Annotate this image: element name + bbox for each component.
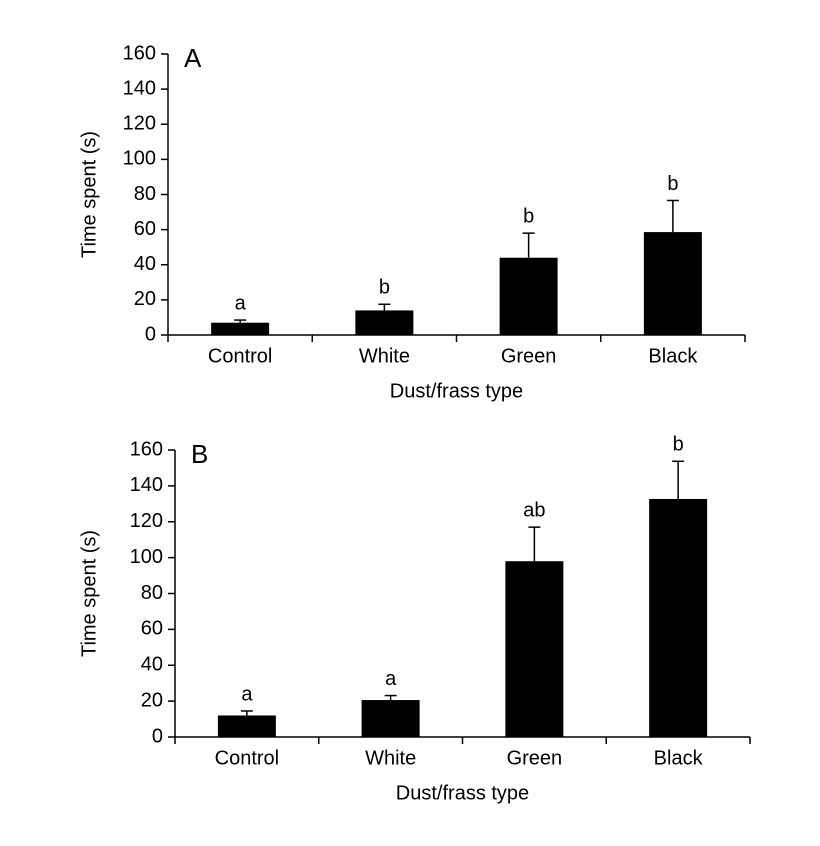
y-tick-label: 100 <box>130 546 163 568</box>
bar <box>355 310 414 335</box>
y-tick-label: 100 <box>123 148 156 170</box>
bar <box>499 257 558 335</box>
x-tick-label: White <box>365 747 416 769</box>
y-tick-label: 120 <box>130 510 163 532</box>
y-tick-label: 80 <box>134 183 156 205</box>
x-axis-label: Dust/frass type <box>390 380 523 402</box>
y-axis-label: Time spent (s) <box>78 131 100 258</box>
y-tick-label: 40 <box>141 654 163 676</box>
chart-panel: 0 20 40 60 80 100 120 140 160 A Dust/frass type Tim… <box>78 42 746 402</box>
bar <box>505 561 564 737</box>
x-axis-label: Dust/frass type <box>396 782 529 804</box>
y-tick-label: 60 <box>141 618 163 640</box>
y-tick-label: 20 <box>141 689 163 711</box>
significance-label: b <box>523 205 534 227</box>
significance-label: a <box>241 683 253 705</box>
significance-label: a <box>235 292 247 314</box>
bar <box>649 498 708 737</box>
significance-label: b <box>379 277 390 299</box>
x-tick-label: Control <box>215 747 279 769</box>
y-tick-label: 140 <box>130 474 163 496</box>
panel-label: A <box>184 43 202 73</box>
y-tick-label: 120 <box>123 113 156 135</box>
y-tick-label: 0 <box>145 323 156 345</box>
y-tick-label: 160 <box>123 42 156 64</box>
significance-label: b <box>667 173 678 195</box>
y-tick-label: 0 <box>152 725 163 747</box>
x-tick-label: Green <box>507 747 563 769</box>
y-tick-label: 80 <box>141 582 163 604</box>
y-tick-label: 140 <box>123 77 156 99</box>
bar <box>217 715 276 737</box>
significance-label: a <box>385 668 397 690</box>
x-tick-label: Green <box>501 345 557 367</box>
y-tick-label: 60 <box>134 218 156 240</box>
x-tick-label: Black <box>654 747 704 769</box>
bar <box>643 232 702 335</box>
chart-panel: 0 20 40 60 80 100 120 140 160 B Dust/frass type Tim… <box>78 434 751 804</box>
x-tick-label: Black <box>648 345 698 367</box>
significance-label: b <box>673 434 684 456</box>
panel-label: B <box>191 439 208 469</box>
y-tick-label: 40 <box>134 253 156 275</box>
y-tick-label: 20 <box>134 288 156 310</box>
x-tick-label: White <box>359 345 410 367</box>
y-tick-label: 160 <box>130 438 163 460</box>
bar <box>211 322 270 335</box>
y-axis-label: Time spent (s) <box>78 530 100 657</box>
x-tick-label: Control <box>208 345 272 367</box>
significance-label: ab <box>523 499 545 521</box>
bar <box>361 700 420 737</box>
